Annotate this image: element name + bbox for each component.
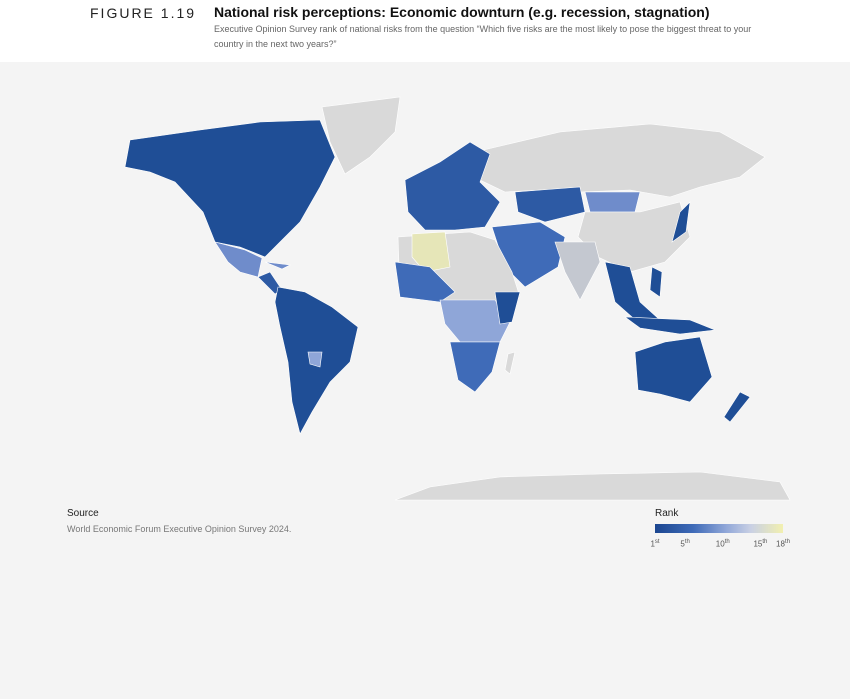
- legend-tick: 1st: [650, 539, 659, 549]
- tick-suffix: th: [784, 539, 790, 545]
- tick-number: 1: [650, 539, 655, 549]
- legend-title: Rank: [655, 508, 679, 519]
- tick-suffix: st: [654, 539, 660, 545]
- legend-gradient: [655, 524, 783, 533]
- source-heading: Source: [67, 508, 99, 519]
- russia: [474, 123, 766, 198]
- legend-tick: 18th: [776, 539, 790, 549]
- east-africa: [494, 291, 521, 325]
- subtitle: Executive Opinion Survey rank of nationa…: [214, 24, 752, 49]
- figure-label: FIGURE 1.19: [90, 5, 197, 21]
- greenland: [321, 96, 401, 175]
- paraguay: [307, 351, 323, 368]
- legend-tick: 5th: [680, 539, 689, 549]
- north-america: [124, 119, 336, 258]
- tick-number: 10: [715, 539, 725, 549]
- tick-number: 5: [680, 539, 685, 549]
- india: [554, 241, 601, 301]
- cuba: [264, 261, 292, 270]
- japan: [671, 201, 691, 243]
- central-asia: [514, 186, 586, 223]
- philippines: [649, 266, 663, 298]
- tick-suffix: th: [684, 539, 690, 545]
- world-map: [124, 96, 791, 501]
- tick-suffix: th: [762, 539, 768, 545]
- europe: [404, 141, 501, 231]
- africa-south: [449, 341, 501, 393]
- header: FIGURE 1.19 National risk perceptions: E…: [0, 0, 850, 62]
- legend-tick: 10th: [716, 539, 730, 549]
- west-africa: [394, 261, 456, 303]
- tick-number: 18: [776, 539, 785, 549]
- tick-suffix: th: [724, 539, 730, 545]
- antarctica: [394, 471, 791, 501]
- algeria: [411, 231, 451, 273]
- mongolia: [584, 191, 641, 213]
- tick-number: 15: [753, 539, 763, 549]
- legend-tick: 15th: [753, 539, 767, 549]
- source-text: World Economic Forum Executive Opinion S…: [67, 524, 292, 534]
- madagascar: [504, 351, 516, 375]
- title: National risk perceptions: Economic down…: [214, 4, 710, 20]
- australia: [634, 336, 713, 403]
- new-zealand: [723, 391, 751, 423]
- indonesia: [624, 316, 716, 335]
